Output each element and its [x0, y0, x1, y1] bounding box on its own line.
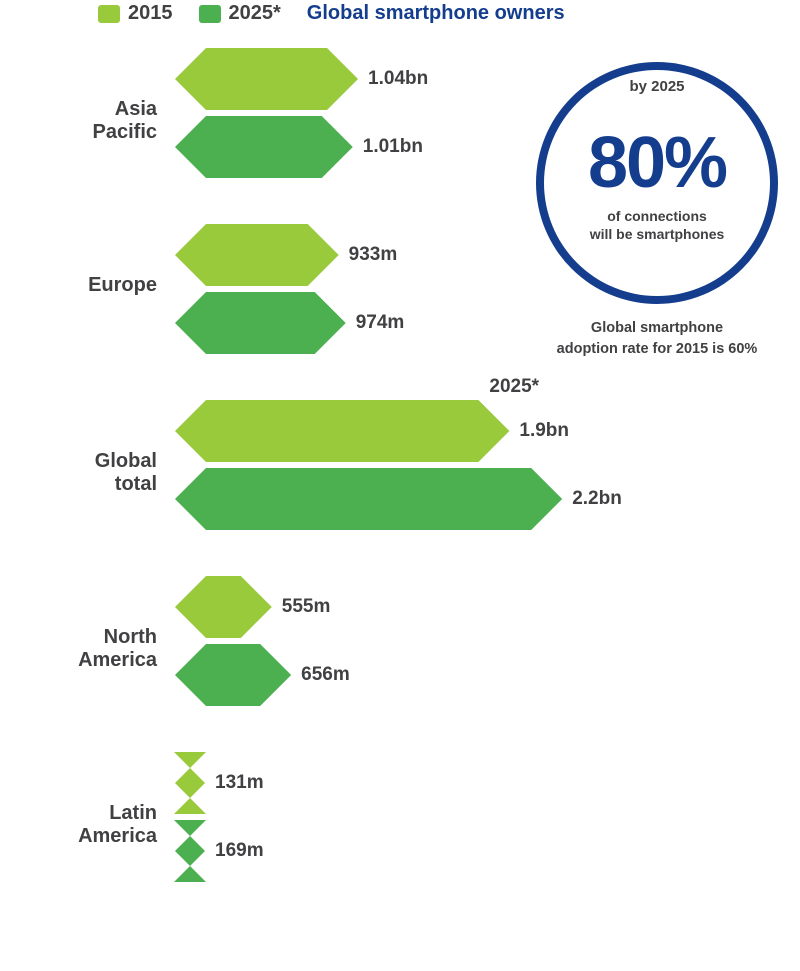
ring-sub-2: will be smartphones: [590, 226, 725, 242]
bar-2025: [175, 292, 346, 354]
side-caption-2: adoption rate for 2015 is 60%: [557, 341, 758, 357]
category-label: NorthAmerica: [0, 626, 157, 672]
value-label: 656m: [301, 664, 350, 686]
value-label: 555m: [282, 596, 331, 618]
legend-2015-label: 2015: [128, 2, 173, 25]
legend-title-label: Global smartphone owners: [307, 2, 565, 25]
ring-big-number: 80%: [536, 122, 778, 204]
ring-sub-1: of connections: [607, 208, 707, 224]
bar-2015: [175, 752, 205, 814]
swatch-2015: [98, 5, 120, 23]
legend-2015: 2015: [98, 2, 173, 25]
legend: 2015 2025* Global smartphone owners: [98, 2, 565, 25]
bar-2015: [175, 224, 339, 286]
value-label: 1.04bn: [368, 68, 428, 90]
value-label: 1.9bn: [519, 420, 569, 442]
stat-ring: by 2025 80% of connections will be smart…: [536, 62, 778, 304]
category-label: Europe: [0, 274, 157, 297]
bar-2025: [175, 468, 562, 530]
legend-2025-label: 2025*: [229, 2, 281, 25]
bar-2025: [175, 820, 205, 882]
value-label: 1.01bn: [363, 136, 423, 158]
value-label: 169m: [215, 840, 264, 862]
value-label: 131m: [215, 772, 264, 794]
category-label: Globaltotal: [0, 450, 157, 496]
side-callout: by 2025 80% of connections will be smart…: [536, 62, 778, 360]
legend-title: Global smartphone owners: [307, 2, 565, 25]
category-label: AsiaPacific: [0, 98, 157, 144]
side-caption-1: Global smartphone: [591, 320, 723, 336]
ring-subtext: of connections will be smartphones: [536, 208, 778, 243]
category-label: LatinAmerica: [0, 802, 157, 848]
emph-year-label: 2025*: [489, 376, 539, 398]
value-label: 974m: [356, 312, 405, 334]
legend-2025: 2025*: [199, 2, 281, 25]
bar-2015: [175, 576, 272, 638]
value-label: 2.2bn: [572, 488, 622, 510]
bar-2025: [175, 116, 353, 178]
bar-2025: [175, 644, 291, 706]
side-caption: Global smartphone adoption rate for 2015…: [536, 318, 778, 360]
value-label: 933m: [349, 244, 398, 266]
swatch-2025: [199, 5, 221, 23]
bar-2015: [175, 400, 509, 462]
ring-top-text: by 2025: [536, 78, 778, 95]
bar-2015: [175, 48, 358, 110]
